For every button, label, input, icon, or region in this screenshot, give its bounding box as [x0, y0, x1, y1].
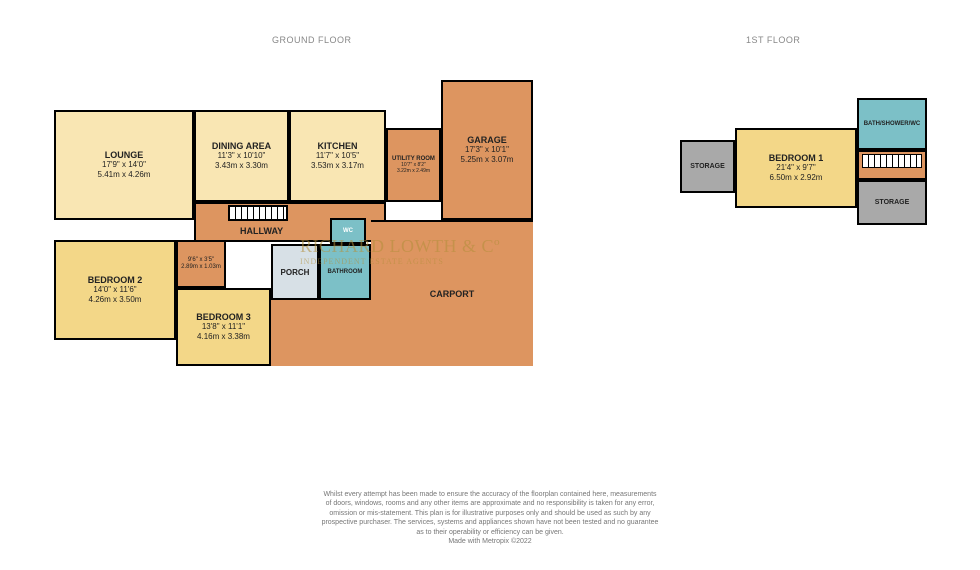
dims: 17'3" x 10'1"5.25m x 3.07m [461, 145, 514, 165]
stairs-first [862, 154, 922, 168]
room-kitchen: KITCHEN 11'7" x 10'5"3.53m x 3.17m [289, 110, 386, 202]
room-bedroom1: BEDROOM 1 21'4" x 9'7"6.50m x 2.92m [735, 128, 857, 208]
label: KITCHEN [318, 141, 358, 151]
label: CARPORT [430, 289, 475, 299]
disclaimer: Whilst every attempt has been made to en… [210, 490, 770, 547]
floorplan-canvas: { "titles":{"ground":"GROUND FLOOR","fir… [0, 0, 980, 570]
room-storage-left: STORAGE [680, 140, 735, 193]
dims: 21'4" x 9'7"6.50m x 2.92m [770, 163, 823, 183]
label: WC [343, 228, 353, 234]
label: HALLWAY [240, 226, 283, 236]
label: LOUNGE [105, 150, 144, 160]
room-closet: 9'6" x 3'5"2.89m x 1.03m [176, 240, 226, 288]
room-lounge: LOUNGE 17'9" x 14'0"5.41m x 4.26m [54, 110, 194, 220]
label: PORCH [281, 268, 310, 277]
ground-floor-title: GROUND FLOOR [272, 35, 352, 45]
dims: 11'3" x 10'10"3.43m x 3.30m [215, 151, 268, 171]
disclaimer-line: prospective purchaser. The services, sys… [210, 518, 770, 527]
label: DINING AREA [212, 141, 271, 151]
room-bathshower: BATH/SHOWER/WC [857, 98, 927, 150]
room-porch: PORCH [271, 244, 319, 300]
room-utility: UTILITY ROOM 10'7" x 8'2"3.22m x 2.49m [386, 128, 441, 202]
room-garage: GARAGE 17'3" x 10'1"5.25m x 3.07m [441, 80, 533, 220]
label: BATH/SHOWER/WC [864, 121, 921, 127]
label: BEDROOM 1 [769, 153, 824, 163]
room-wc: WC [330, 218, 366, 244]
label: BEDROOM 2 [88, 275, 143, 285]
room-bedroom2: BEDROOM 2 14'0" x 11'6"4.26m x 3.50m [54, 240, 176, 340]
disclaimer-line: Whilst every attempt has been made to en… [210, 490, 770, 499]
room-carport: CARPORT [371, 220, 533, 366]
dims: 9'6" x 3'5"2.89m x 1.03m [181, 257, 221, 272]
stairs-ground [228, 205, 288, 221]
room-bathroom: BATHROOM [319, 244, 371, 300]
label: BATHROOM [328, 269, 363, 275]
dims: 13'8" x 11'1"4.16m x 3.38m [197, 322, 250, 342]
dims: 10'7" x 8'2"3.22m x 2.49m [397, 162, 430, 175]
disclaimer-line: omission or mis-statement. This plan is … [210, 509, 770, 518]
room-bedroom3: BEDROOM 3 13'8" x 11'1"4.16m x 3.38m [176, 288, 271, 366]
first-floor-title: 1ST FLOOR [746, 35, 800, 45]
disclaimer-line: of doors, windows, rooms and any other i… [210, 499, 770, 508]
label: STORAGE [875, 199, 910, 206]
room-dining: DINING AREA 11'3" x 10'10"3.43m x 3.30m [194, 110, 289, 202]
room-carport-ext [271, 300, 371, 366]
disclaimer-line: Made with Metropix ©2022 [210, 537, 770, 546]
label: BEDROOM 3 [196, 312, 251, 322]
disclaimer-line: as to their operability or efficiency ca… [210, 528, 770, 537]
label: STORAGE [690, 163, 725, 170]
dims: 17'9" x 14'0"5.41m x 4.26m [98, 160, 151, 180]
dims: 11'7" x 10'5"3.53m x 3.17m [311, 151, 364, 171]
label: GARAGE [467, 135, 507, 145]
room-storage-right: STORAGE [857, 180, 927, 225]
dims: 14'0" x 11'6"4.26m x 3.50m [89, 285, 142, 305]
